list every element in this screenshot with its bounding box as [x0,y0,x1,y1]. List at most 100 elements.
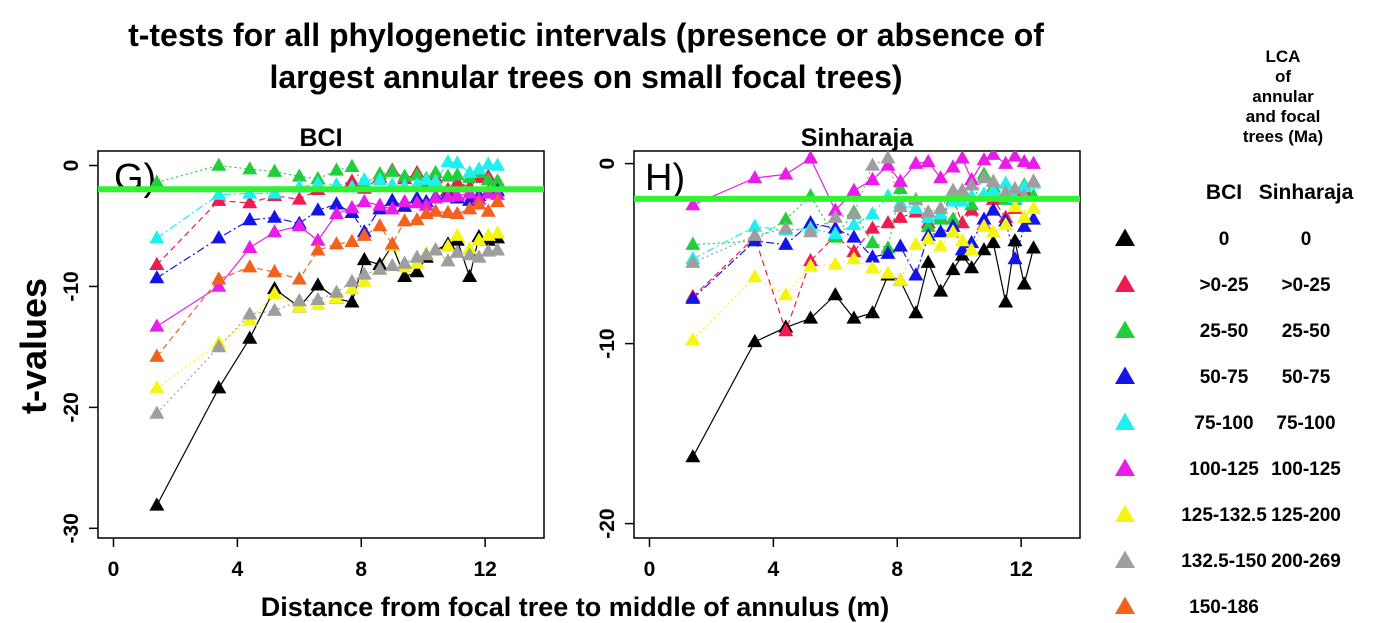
data-point [908,200,924,214]
legend-label-bci: >0-25 [1199,275,1249,296]
data-point [372,261,388,275]
data-point [397,168,413,182]
data-point [149,174,165,188]
legend-marker [1115,320,1135,339]
x-tick-label: 8 [891,558,903,581]
data-point [1007,180,1023,195]
data-point [1016,218,1032,232]
data-point [1026,200,1042,214]
data-point [328,284,344,298]
data-point [846,182,862,196]
legend-marker [1115,366,1135,385]
legend-label-bci: 25-50 [1200,321,1249,342]
data-point [880,151,896,164]
data-point [242,195,258,209]
data-point [462,164,478,179]
series-line [156,201,498,357]
data-point [778,287,794,301]
data-point [892,173,908,187]
data-point [864,206,880,220]
data-point [685,236,701,250]
data-point [211,271,227,285]
x-axis-label: Distance from focal tree to middle of an… [261,592,890,622]
data-point [985,151,1001,160]
title-line-2: largest annular trees on small focal tre… [269,59,902,95]
data-point [976,152,992,166]
data-point [211,380,227,394]
data-point [462,247,478,261]
data-point [291,168,307,182]
data-point [449,174,465,188]
data-point [747,218,763,232]
data-point [418,172,434,186]
data-point [864,260,880,274]
data-point [471,249,487,263]
y-tick-label: 0 [596,158,619,170]
data-point [803,310,819,324]
data-point [933,200,949,214]
series-line [156,232,498,389]
data-point [397,193,413,208]
data-point [490,173,506,187]
data-point [211,157,227,171]
legend-title-line: of [1275,67,1291,86]
legend-marker [1115,550,1135,569]
y-tick-label: -10 [596,328,619,358]
data-point [920,204,936,218]
data-point [803,224,819,238]
data-point [480,172,496,186]
data-point [344,199,360,214]
data-point [372,172,388,186]
data-point [1026,155,1042,169]
data-point [747,333,763,348]
legend-marker [1115,412,1135,431]
data-point [471,161,487,175]
panel-title: Sinharaja [801,124,915,152]
data-point [384,201,400,215]
data-point [356,251,372,266]
data-point [1026,173,1042,187]
data-point [954,182,970,196]
data-point [356,273,372,287]
data-point [372,197,388,211]
data-point [803,151,819,164]
data-point [685,449,701,463]
data-point [747,170,763,184]
data-point [920,231,936,245]
data-point [449,227,465,241]
legend-label-sinharaja: >0-25 [1281,275,1331,296]
data-point [328,196,344,210]
data-point [344,273,360,287]
legend-title-line: trees (Ma) [1243,127,1323,146]
data-point [1007,151,1023,162]
legend-title-line: and focal [1246,107,1321,126]
series-line [692,181,1034,333]
legend-label-bci: 132.5-150 [1181,551,1267,572]
x-tick-label: 4 [768,558,780,581]
data-point [920,218,936,232]
data-point [985,202,1001,216]
series-line [156,236,498,506]
data-point [985,182,1001,196]
data-point [998,175,1014,189]
data-point [291,191,307,205]
data-point [908,305,924,319]
data-point [428,173,444,187]
data-point [747,269,763,283]
legend-marker [1115,596,1135,615]
legend-col-sinharaja: Sinharaja [1259,181,1354,204]
data-point [440,253,456,267]
data-point [409,167,425,181]
data-point [685,290,701,304]
data-point [384,192,400,206]
legend-label-sinharaja: 50-75 [1282,367,1331,388]
data-point [480,203,496,217]
data-point [397,213,413,227]
data-point [933,283,949,297]
data-point [945,159,961,173]
data-point [1016,209,1032,223]
y-axis-label: t-values [13,278,54,414]
data-point [267,264,283,278]
data-point [954,233,970,247]
data-point [310,242,326,256]
